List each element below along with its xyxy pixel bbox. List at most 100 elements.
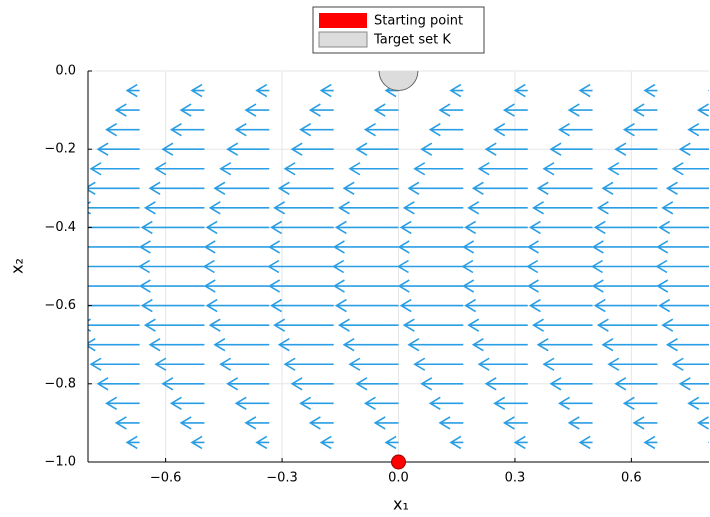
arrow	[413, 357, 464, 371]
arrow	[591, 240, 658, 254]
arrow	[138, 279, 205, 293]
arrow	[428, 396, 464, 411]
arrow	[319, 435, 334, 450]
y-tick-label: −1.0	[44, 455, 76, 470]
arrow	[337, 318, 399, 332]
legend-label: Target set K	[373, 33, 451, 48]
arrow	[678, 377, 709, 391]
arrow	[671, 162, 709, 176]
arrow	[477, 357, 528, 371]
arrow	[63, 436, 75, 448]
arrow	[567, 103, 593, 117]
arrow	[190, 435, 205, 450]
arrow	[255, 435, 270, 450]
arrow	[348, 357, 399, 371]
arrow	[607, 162, 658, 176]
arrow	[52, 417, 75, 429]
arrow	[332, 259, 399, 274]
arrow	[179, 103, 205, 117]
arrow	[655, 259, 709, 274]
x-axis-label: x₁	[393, 495, 409, 514]
arrow	[665, 338, 709, 352]
arrow	[532, 201, 593, 215]
arrow	[596, 318, 658, 332]
y-tick-label: −0.2	[44, 142, 76, 157]
arrow	[643, 435, 658, 450]
legend-swatch	[318, 31, 368, 48]
arrow	[88, 265, 140, 268]
arrow	[477, 162, 528, 176]
arrow	[601, 338, 658, 352]
arrow	[88, 181, 140, 195]
arrow	[21, 182, 75, 194]
x-tick-label: 0.6	[621, 471, 642, 486]
legend-label: Starting point	[374, 14, 463, 29]
arrow	[471, 338, 528, 352]
arrow	[532, 318, 593, 332]
arrow	[449, 435, 464, 450]
arrow	[528, 298, 593, 313]
arrow	[601, 181, 658, 195]
arrow	[449, 83, 464, 98]
arrow	[591, 259, 658, 274]
arrow	[407, 338, 464, 352]
arrow	[484, 142, 528, 156]
arrow	[578, 83, 593, 98]
arrow	[332, 240, 399, 254]
arrow	[661, 201, 709, 215]
arrow	[21, 339, 75, 351]
arrow	[273, 318, 334, 332]
arrow	[656, 240, 709, 254]
arrow	[355, 377, 399, 391]
arrow	[16, 319, 75, 331]
arrow	[687, 122, 709, 137]
arrow	[528, 220, 593, 235]
arrow	[542, 162, 593, 176]
x-tick-label: −0.6	[150, 471, 182, 486]
arrow	[661, 318, 709, 332]
arrow	[438, 103, 464, 117]
x-tick-label: 0.0	[388, 471, 409, 486]
arrow	[407, 181, 464, 195]
arrow	[687, 396, 709, 411]
arrow	[190, 83, 205, 98]
arrow	[96, 377, 140, 391]
arrow	[140, 220, 205, 235]
arrow	[88, 338, 140, 352]
arrow	[283, 162, 334, 176]
legend: Starting point Target set K	[312, 6, 485, 54]
arrow	[484, 377, 528, 391]
arrow	[268, 240, 334, 254]
arrow	[464, 220, 528, 235]
arrow	[125, 435, 140, 450]
arrow	[399, 298, 464, 313]
arrow	[89, 357, 140, 371]
arrow	[658, 220, 709, 235]
arrow	[234, 396, 270, 411]
arrow	[622, 396, 658, 411]
arrow	[140, 298, 205, 313]
arrow	[399, 220, 464, 235]
arrow	[308, 103, 334, 117]
arrow	[273, 201, 334, 215]
arrow	[213, 181, 270, 195]
arrow	[665, 181, 709, 195]
arrow	[471, 181, 528, 195]
arrow	[270, 298, 334, 313]
arrow	[88, 318, 140, 332]
arrow	[658, 298, 709, 313]
arrow	[270, 220, 334, 235]
arrow	[143, 201, 205, 215]
arrow	[283, 357, 334, 371]
arrow	[105, 396, 140, 411]
x-tick-label: 0.3	[505, 471, 526, 486]
arrow	[632, 416, 658, 430]
arrow	[342, 338, 399, 352]
arrow	[334, 220, 399, 235]
arrow	[52, 104, 75, 116]
arrow	[268, 279, 334, 293]
arrow	[513, 83, 528, 98]
arrow	[89, 162, 140, 176]
arrow	[154, 357, 205, 371]
arrow	[234, 122, 270, 137]
